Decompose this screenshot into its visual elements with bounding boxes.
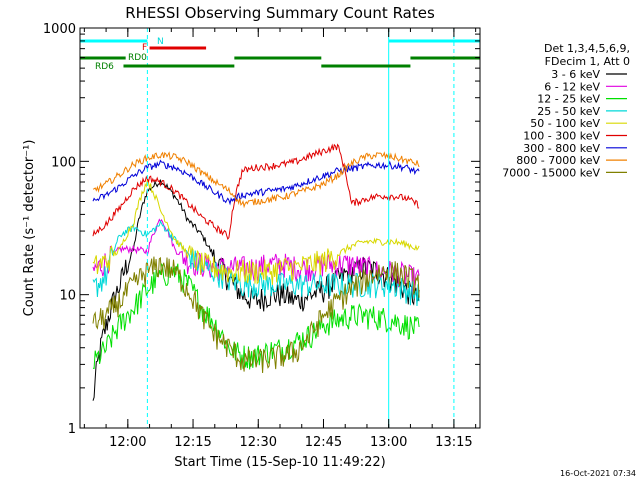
- chart-title: RHESSI Observing Summary Count Rates: [125, 4, 435, 22]
- x-tick-label: 12:30: [240, 435, 277, 450]
- plot-frame: [79, 27, 481, 429]
- trace-1: [92, 218, 420, 292]
- legend-header-line: FDecim 1, Att 0: [545, 55, 630, 68]
- state-label-n: N: [157, 37, 164, 47]
- x-tick-label: 13:15: [435, 435, 472, 450]
- legend-entry-label: 6 - 12 keV: [544, 80, 600, 93]
- y-tick-label: 1000: [43, 22, 76, 37]
- legend-entry-label: 100 - 300 keV: [523, 130, 600, 143]
- traces: [92, 143, 420, 401]
- legend-entry-label: 3 - 6 keV: [551, 68, 600, 81]
- trace-8: [92, 256, 420, 374]
- legend-entry-label: 800 - 7000 keV: [516, 154, 600, 167]
- x-tick-label: 12:00: [109, 435, 146, 450]
- legend: Det 1,3,4,5,6,9,FDecim 1, Att 03 - 6 keV…: [502, 42, 630, 179]
- legend-entry-label: 50 - 100 keV: [530, 117, 600, 130]
- legend-entry-label: 25 - 50 keV: [537, 105, 600, 118]
- x-axis-label: Start Time (15-Sep-10 11:49:22): [174, 455, 385, 470]
- x-tick-label: 12:45: [305, 435, 342, 450]
- y-tick-label: 10: [59, 289, 76, 304]
- state-label-rd0: RD0: [128, 53, 147, 63]
- y-tick-label: 1: [68, 422, 76, 437]
- legend-entry-label: 7000 - 15000 keV: [502, 166, 600, 179]
- legend-entry-label: 300 - 800 keV: [523, 142, 600, 155]
- legend-header-line: Det 1,3,4,5,6,9,: [544, 42, 630, 55]
- y-axis-label: Count Rate (s⁻¹ detector⁻¹): [22, 140, 37, 317]
- y-tick-label: 100: [51, 155, 76, 170]
- x-tick-label: 12:15: [174, 435, 211, 450]
- x-tick-label: 13:00: [370, 435, 407, 450]
- legend-entry-label: 12 - 25 keV: [537, 93, 600, 106]
- footer-timestamp: 16-Oct-2021 07:34: [560, 469, 636, 478]
- state-label-f: F: [142, 43, 147, 53]
- trace-4: [92, 179, 420, 285]
- state-label-rd6: RD6: [95, 62, 114, 72]
- axes: 1 10 100 1000 12:00 12:15 12:30 12:45 13:00 13:15: [43, 22, 480, 450]
